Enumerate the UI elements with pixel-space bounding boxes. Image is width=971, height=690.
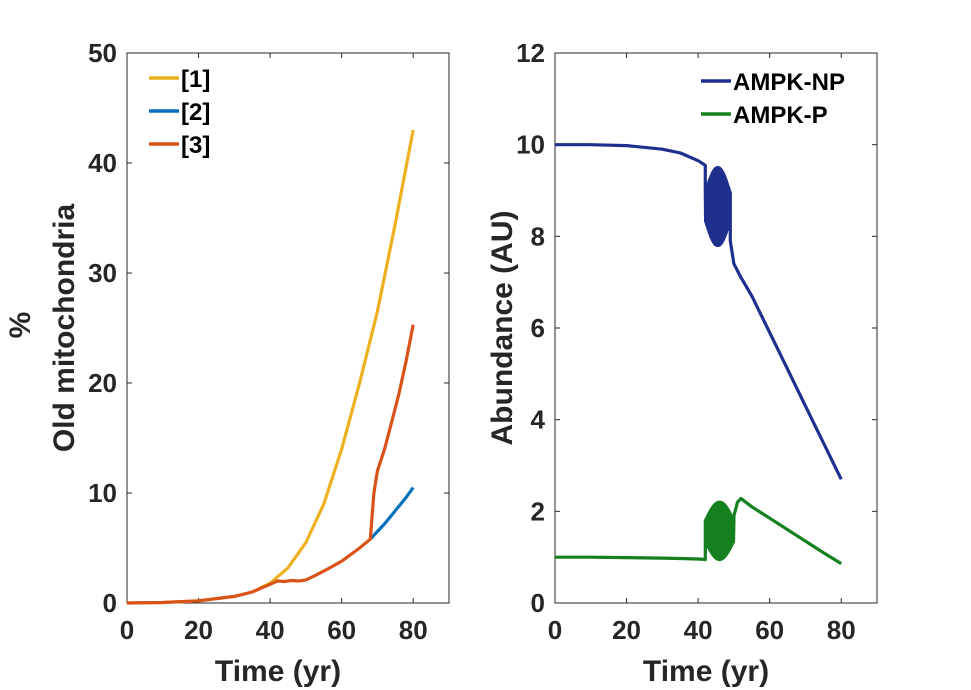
- legend-label: AMPK-NP: [733, 69, 845, 96]
- legend-label: [2]: [181, 99, 210, 126]
- legend-label: AMPK-P: [733, 102, 828, 129]
- x-tick-label: 60: [327, 615, 356, 645]
- y-tick-label: 10: [516, 130, 545, 160]
- y-axis-label: Abundance (AU): [486, 211, 519, 446]
- y-tick-label: 4: [531, 405, 546, 435]
- x-tick-label: 60: [755, 615, 784, 645]
- x-tick-label: 20: [612, 615, 641, 645]
- x-tick-label: 0: [548, 615, 562, 645]
- y-tick-label: 0: [531, 588, 545, 618]
- chart-right-ampk-abundance: 0 20 40 60 80 0 2 4 6 8 10 12 Time (yr) Abundance (AU…: [486, 38, 878, 688]
- y-tick-label: 12: [516, 38, 545, 68]
- y-axis-label-line: Old mitochondria: [48, 204, 81, 453]
- y-tick-label: 10: [88, 478, 117, 508]
- x-tick-label: 0: [120, 615, 134, 645]
- series-line-2: [126, 324, 415, 605]
- legend-label: [3]: [181, 132, 210, 159]
- y-tick-label: 40: [88, 148, 117, 178]
- axes-box: [126, 52, 450, 604]
- y-axis-label-line: %: [4, 312, 37, 339]
- x-tick-label: 40: [256, 615, 285, 645]
- series-line-0: [555, 143, 843, 481]
- y-tick-label: 50: [88, 38, 117, 68]
- x-tick-label: 20: [184, 615, 213, 645]
- x-tick-label: 80: [827, 615, 856, 645]
- y-tick-label: 30: [88, 258, 117, 288]
- y-tick-label: 6: [531, 313, 545, 343]
- series-line-1: [555, 496, 843, 565]
- y-tick-label: 2: [531, 496, 545, 526]
- y-tick-label: 8: [531, 221, 545, 251]
- x-axis-label: Time (yr): [215, 655, 341, 688]
- legend-label: [1]: [181, 66, 210, 93]
- series-line-1: [369, 486, 415, 541]
- y-tick-label: 20: [88, 368, 117, 398]
- x-tick-label: 80: [399, 615, 428, 645]
- x-tick-label: 40: [684, 615, 713, 645]
- x-axis-label: Time (yr): [643, 655, 769, 688]
- y-tick-label: 0: [103, 588, 117, 618]
- chart-left-old-mitochondria: 0 20 40 60 80 0 10 20 30 40 50 Time (yr)% Old mitoch…: [4, 38, 450, 688]
